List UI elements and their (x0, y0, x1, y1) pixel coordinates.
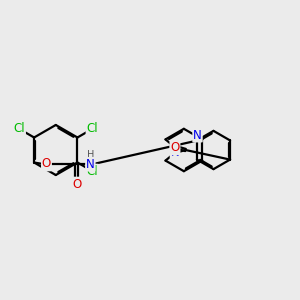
Text: O: O (170, 141, 179, 154)
Text: N: N (170, 146, 179, 159)
Text: O: O (72, 178, 81, 190)
Text: Cl: Cl (86, 122, 98, 135)
Text: N: N (86, 158, 95, 171)
Text: H: H (87, 151, 94, 160)
Text: N: N (193, 129, 202, 142)
Text: O: O (42, 158, 51, 170)
Text: Cl: Cl (86, 165, 98, 178)
Text: Cl: Cl (14, 122, 25, 135)
